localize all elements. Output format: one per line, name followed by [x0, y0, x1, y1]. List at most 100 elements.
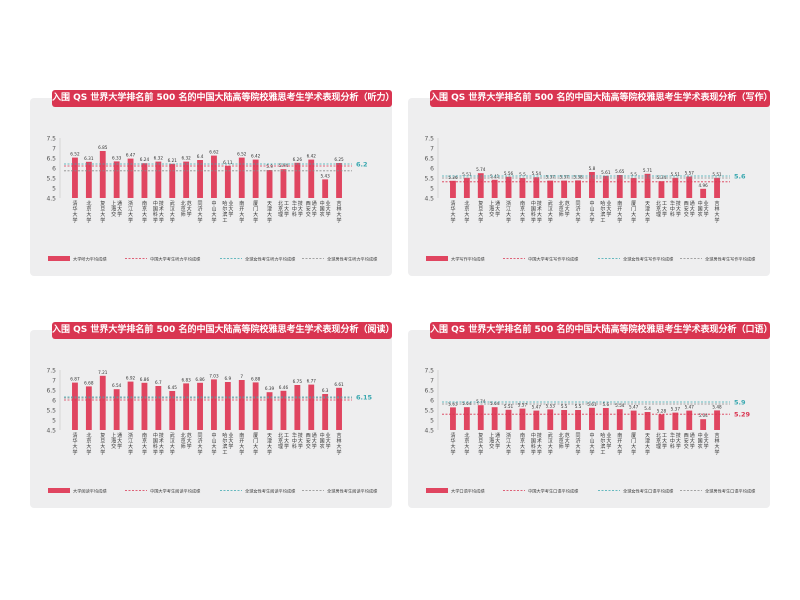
category-label: 武汉大学: [170, 200, 175, 224]
bar: [644, 412, 651, 430]
category-label: 南京大学: [520, 432, 525, 456]
bar: [294, 162, 301, 198]
bar: [450, 407, 456, 430]
category-label: 武汉大学: [548, 200, 553, 224]
legend-label: 大学写作平均成绩: [451, 256, 485, 263]
bar: [294, 385, 301, 430]
bar: [197, 382, 203, 430]
bar-value-label: 6.46: [279, 385, 289, 390]
bar-value-label: 5.71: [643, 168, 653, 173]
bar: [169, 391, 176, 430]
bar: [491, 179, 498, 198]
bar-value-label: 6.86: [195, 377, 205, 382]
category-label: 西安交通大学: [306, 200, 317, 218]
bar-value-label: 5.5: [630, 172, 637, 177]
bar: [183, 383, 190, 430]
reference-line-label: 5.6: [734, 173, 746, 181]
legend-swatch: [426, 488, 448, 493]
bar-value-label: 6.62: [209, 150, 219, 155]
reference-line-label: 5.5: [734, 112, 746, 114]
bar-value-label: 5.4: [644, 406, 651, 411]
category-label: 浙江大学: [506, 432, 511, 456]
bar: [280, 169, 287, 198]
category-label: 中国农业大学: [320, 200, 331, 218]
bar-value-label: 5.51: [462, 172, 472, 177]
category-label: 复旦大学: [100, 432, 105, 456]
bar-value-label: 6.32: [154, 156, 164, 161]
bar-value-label: 7: [240, 374, 243, 379]
category-label: 武汉大学: [170, 432, 175, 456]
category-label: 吉林大学: [715, 200, 720, 224]
bar: [533, 410, 540, 430]
chart-panel-writing: 入围 QS 世界大学排名前 500 名的中国大陆高等院校雅思考生学术表现分析（写…: [408, 90, 772, 276]
bar: [266, 392, 273, 430]
bar: [630, 178, 637, 198]
bar-value-label: 7.03: [209, 373, 219, 378]
bar-value-label: 6.47: [126, 153, 136, 158]
bar: [238, 157, 245, 198]
bar-value-label: 5.5: [561, 404, 568, 409]
bar-value-label: 6.9: [225, 376, 232, 381]
bar: [211, 155, 217, 198]
category-label: 厦门大学: [631, 433, 636, 456]
category-label: 北京师范大学: [181, 432, 192, 450]
bar: [519, 408, 526, 430]
bar-value-label: 6.75: [293, 379, 303, 384]
y-tick-label: 5: [52, 186, 56, 193]
speaking-chart: 7.576.565.554.55.63清华大学5.64北京大学5.74复旦大学5…: [424, 344, 756, 495]
bar: [686, 176, 693, 198]
bar: [450, 180, 456, 198]
bar: [658, 181, 665, 198]
bar: [463, 177, 470, 198]
legend-label: 中国大学考生阅读平均成绩: [150, 488, 201, 495]
bar: [700, 188, 707, 198]
y-tick-label: 6.5: [46, 388, 56, 395]
y-tick-label: 5.5: [46, 408, 56, 415]
category-label: 上海交通大学: [111, 432, 122, 450]
category-label: 清华大学: [72, 432, 77, 456]
category-label: 中国科学技术大学: [153, 200, 164, 224]
legend-swatch: [48, 256, 70, 261]
category-label: 哈尔滨工业大学: [222, 200, 233, 224]
category-label: 吉林大学: [337, 200, 342, 224]
category-label: 中国科学技术大学: [531, 200, 542, 224]
bar-value-label: 5.51: [712, 172, 722, 177]
chart-title: 入围 QS 世界大学排名前 500 名的中国大陆高等院校雅思考生学术表现分析（听…: [52, 90, 394, 107]
bar: [672, 412, 679, 430]
bar: [575, 410, 581, 430]
bar: [85, 386, 92, 430]
category-label: 清华大学: [450, 200, 455, 224]
bar-value-label: 5.5: [575, 404, 582, 409]
bar-value-label: 6.77: [307, 379, 317, 384]
category-label: 中国农业大学: [320, 432, 331, 450]
bar-value-label: 6.86: [140, 377, 150, 382]
reading-chart: 7.5 7 6.5 6 5.5 5 4.5 6.87 清华大学 6.68 北京大学 7.21 复旦大学 6…: [46, 344, 378, 495]
chart-panel-listening: 入围 QS 世界大学排名前 500 名的中国大陆高等院校雅思考生学术表现分析（听…: [30, 90, 394, 276]
y-tick-label: 4.5: [46, 428, 56, 435]
bar-value-label: 5.74: [476, 167, 486, 172]
reference-line-label: 6: [356, 344, 361, 346]
legend-label: 全球男性考生口语平均成绩: [705, 488, 756, 495]
bar-value-label: 5.65: [615, 169, 625, 174]
bar: [700, 419, 707, 430]
category-label: 北京大学: [464, 200, 469, 224]
category-label: 中国科学技术大学: [153, 432, 164, 456]
category-label: 中国农业大学: [698, 200, 709, 218]
bar-value-label: 5.47: [532, 405, 542, 410]
category-label: 哈尔滨工业大学: [600, 432, 611, 456]
bar-value-label: 6.42: [251, 154, 261, 159]
y-tick-label: 6.5: [424, 388, 434, 395]
category-label: 中山大学: [589, 200, 594, 224]
bar: [336, 163, 342, 198]
category-label: 中国科学技术大学: [531, 432, 542, 456]
bar: [519, 178, 526, 198]
category-label: 北京师范大学: [559, 200, 570, 218]
reference-line-label: 5.29: [734, 411, 751, 419]
bar: [72, 382, 78, 430]
legend-label: 全球女性考生听力平均成绩: [245, 256, 296, 263]
bar-value-label: 6.7: [155, 380, 162, 385]
bar-value-label: 4.96: [698, 183, 708, 188]
category-label: 清华大学: [72, 200, 77, 224]
category-label: 上海交通大学: [111, 200, 122, 218]
y-tick-label: 4.5: [46, 196, 56, 203]
